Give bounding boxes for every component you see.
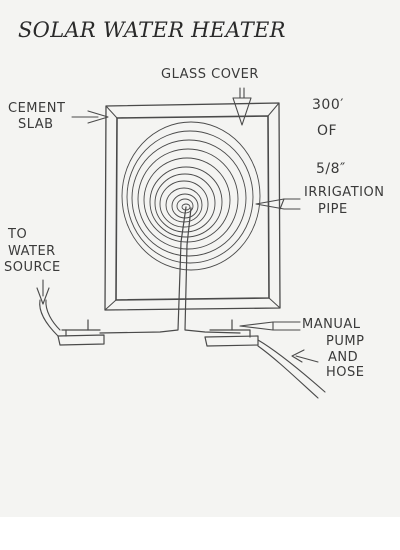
label-cement-slab-line1: CEMENT: [8, 101, 66, 116]
label-hose: HOSE: [326, 365, 365, 380]
label-pipe-size: 5/8″: [316, 161, 346, 177]
right-fitting: [204, 319, 259, 347]
cement-slab: [104, 102, 281, 311]
label-pipe-of: OF: [317, 123, 338, 139]
label-manual: MANUAL: [302, 317, 361, 332]
source-hose: [39, 299, 59, 337]
irrigation-pipe-arrow: [255, 198, 301, 210]
diagram-title: SOLAR WATER HEATER: [18, 18, 286, 42]
paper-sheet: [0, 0, 400, 517]
pipe-lead-out: [99, 206, 187, 334]
label-water: WATER: [8, 244, 56, 259]
pump-hose: [257, 339, 326, 393]
label-source: SOURCE: [4, 260, 61, 275]
label-pipe-length: 300′: [312, 97, 344, 113]
glass-cover-arrow: [232, 87, 252, 126]
pipe-coil: [121, 121, 261, 271]
label-irrigation: IRRIGATION: [304, 185, 385, 200]
cement-slab-arrow: [71, 110, 109, 124]
label-and: AND: [328, 350, 359, 365]
left-fitting: [57, 319, 105, 346]
water-source-arrow: [36, 279, 50, 305]
label-pump: PUMP: [326, 334, 365, 349]
pipe-lead-in: [184, 207, 241, 334]
page-margin: [0, 517, 400, 550]
label-pipe: PIPE: [318, 202, 348, 217]
label-glass-cover: GLASS COVER: [161, 67, 259, 82]
hose-arrow: [291, 349, 319, 363]
label-cement-slab-line2: SLAB: [18, 117, 54, 132]
manual-pump-arrow: [239, 321, 301, 331]
label-to: TO: [8, 227, 28, 242]
